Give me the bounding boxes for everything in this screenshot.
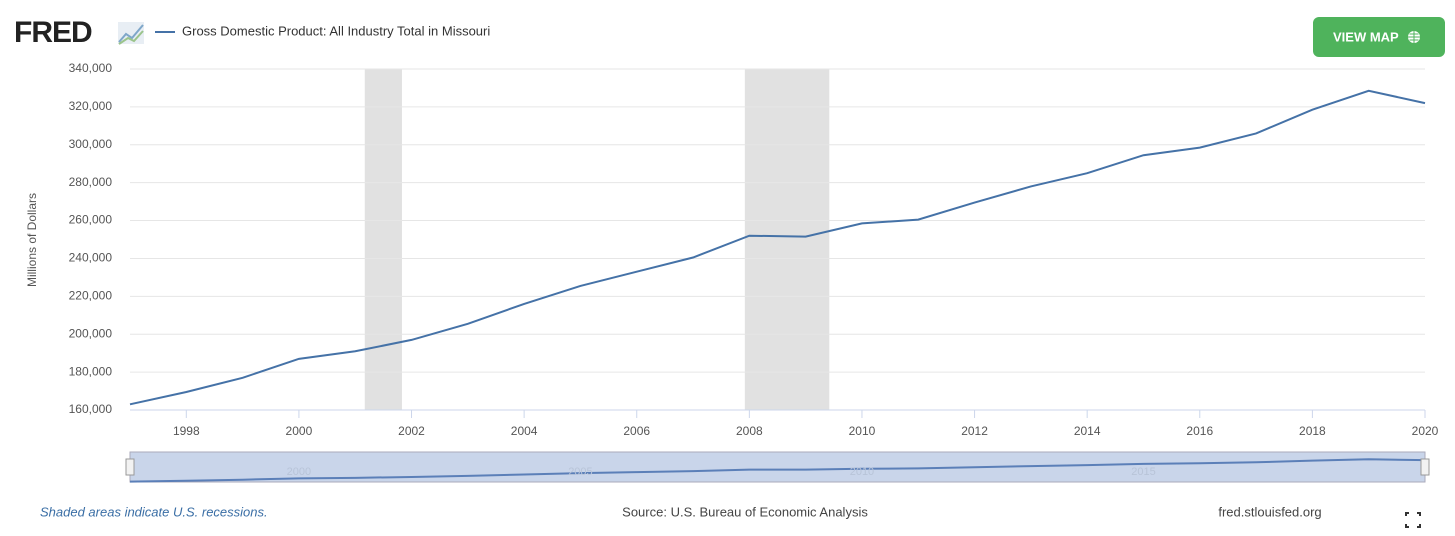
y-tick-label: 220,000 bbox=[69, 289, 113, 303]
navigator-tick-label: 2015 bbox=[1131, 466, 1155, 478]
legend-label: Gross Domestic Product: All Industry Tot… bbox=[182, 23, 490, 38]
x-tick-label: 2020 bbox=[1412, 424, 1439, 438]
navigator-handle[interactable] bbox=[125, 458, 135, 476]
recession-note: Shaded areas indicate U.S. recessions. bbox=[40, 504, 268, 519]
x-tick-label: 2002 bbox=[398, 424, 425, 438]
y-tick-label: 300,000 bbox=[69, 137, 113, 151]
x-tick-label: 2014 bbox=[1074, 424, 1101, 438]
brand-logo: FRED bbox=[14, 16, 92, 49]
navigator-handle[interactable] bbox=[1420, 458, 1430, 476]
x-tick-label: 2004 bbox=[511, 424, 538, 438]
y-tick-label: 160,000 bbox=[69, 402, 113, 416]
y-axis-label: Millions of Dollars bbox=[25, 193, 39, 287]
navigator-line bbox=[129, 458, 1426, 483]
site-link[interactable]: fred.stlouisfed.org bbox=[1218, 504, 1321, 519]
navigator-tick-label: 2010 bbox=[850, 466, 874, 478]
navigator-tick-label: 2000 bbox=[287, 466, 311, 478]
x-tick-label: 2016 bbox=[1186, 424, 1213, 438]
source: Source: U.S. Bureau of Economic Analysis bbox=[622, 504, 868, 519]
y-tick-label: 260,000 bbox=[69, 213, 113, 227]
x-tick-label: 1998 bbox=[173, 424, 200, 438]
y-tick-label: 340,000 bbox=[69, 61, 113, 75]
x-tick-label: 2006 bbox=[623, 424, 650, 438]
fullscreen-icon[interactable] bbox=[1405, 512, 1421, 528]
series-line bbox=[129, 89, 1426, 406]
navigator-tick-label: 2005 bbox=[568, 466, 592, 478]
y-tick-label: 200,000 bbox=[69, 326, 113, 340]
y-tick-label: 180,000 bbox=[69, 364, 113, 378]
y-tick-label: 240,000 bbox=[69, 251, 113, 265]
x-tick-label: 2012 bbox=[961, 424, 988, 438]
x-tick-label: 2000 bbox=[286, 424, 313, 438]
logo-icon bbox=[118, 22, 144, 45]
recession-band bbox=[744, 69, 830, 410]
x-tick-label: 2008 bbox=[736, 424, 763, 438]
y-tick-label: 320,000 bbox=[69, 99, 113, 113]
y-tick-label: 280,000 bbox=[69, 175, 113, 189]
x-tick-label: 2010 bbox=[849, 424, 876, 438]
button-label[interactable]: VIEW MAP bbox=[1333, 29, 1399, 44]
x-tick-label: 2018 bbox=[1299, 424, 1326, 438]
recession-band bbox=[364, 69, 402, 410]
view-map-button[interactable]: VIEW MAP bbox=[1313, 17, 1445, 57]
